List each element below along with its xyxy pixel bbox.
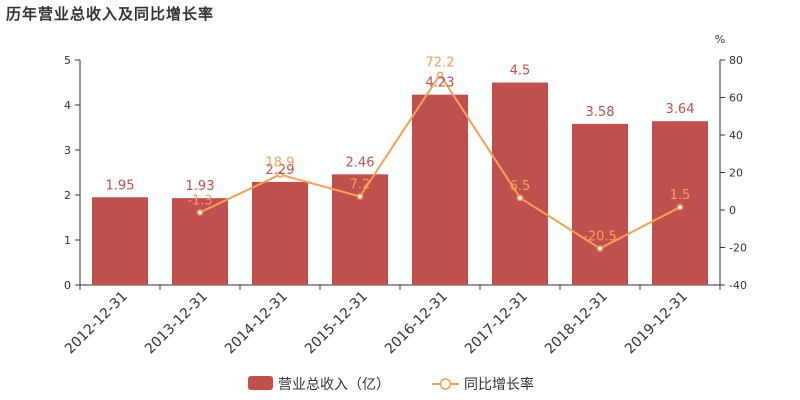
revenue-bar — [652, 121, 708, 285]
x-tick-label: 2014-12-31 — [222, 289, 291, 358]
right-axis-unit: % — [715, 33, 725, 46]
axes: 0 1 2 3 4 5 -40 -20 0 20 40 60 80% 2012-12-31 2013-12-… — [62, 33, 747, 357]
growth-value-label: 6.5 — [510, 179, 531, 194]
right-tick-label: 60 — [729, 92, 743, 105]
legend-label-revenue: 营业总收入（亿） — [278, 377, 390, 393]
legend-swatch-growth-marker — [439, 378, 452, 390]
growth-value-label: 7.2 — [350, 178, 371, 193]
growth-line — [196, 71, 684, 252]
right-tick-label: -40 — [729, 279, 747, 292]
left-tick-label: 4 — [64, 99, 71, 112]
revenue-bar — [412, 94, 468, 286]
growth-point — [356, 193, 364, 200]
growth-point — [276, 171, 284, 178]
growth-point — [676, 203, 684, 211]
bar-value-label: 3.58 — [586, 105, 615, 120]
revenue-bar — [92, 197, 148, 285]
right-tick-label: 40 — [729, 129, 743, 142]
growth-point — [596, 245, 604, 252]
legend: 营业总收入（亿） 同比增长率 — [248, 376, 534, 393]
revenue-bar — [492, 82, 548, 285]
revenue-bar — [252, 181, 308, 285]
bar-value-label: 1.93 — [186, 179, 215, 194]
revenue-bar — [332, 174, 388, 285]
x-tick-label: 2019-12-31 — [622, 289, 691, 358]
bars — [92, 82, 708, 286]
legend-swatch-revenue — [248, 376, 273, 390]
revenue-bar — [572, 123, 628, 286]
bar-value-label: 1.95 — [106, 178, 135, 193]
bar-value-label: 3.64 — [666, 102, 695, 117]
left-tick-label: 1 — [64, 234, 71, 247]
x-tick-label: 2015-12-31 — [302, 289, 371, 358]
growth-value-label: -20.5 — [583, 229, 617, 244]
left-tick-label: 0 — [64, 279, 71, 292]
bar-value-label: 2.29 — [266, 163, 295, 178]
right-tick-label: 0 — [729, 204, 736, 217]
bar-value-label: 2.46 — [346, 155, 375, 170]
growth-value-label: 1.5 — [670, 188, 691, 203]
bar-value-label: 4.23 — [426, 76, 455, 91]
growth-value-label: -1.3 — [187, 193, 212, 208]
growth-point — [436, 71, 444, 78]
growth-value-label: 18.9 — [266, 156, 295, 171]
right-tick-label: -20 — [729, 242, 747, 255]
x-tick-label: 2012-12-31 — [62, 289, 131, 358]
left-tick-label: 5 — [64, 54, 71, 67]
right-tick-label: 20 — [729, 167, 743, 180]
data-labels: 1.95 1.93 2.29 2.46 4.23 4.5 3.58 3.64 -1.3 18.9 7… — [106, 56, 695, 245]
chart-title: 历年营业总收入及同比增长率 — [6, 5, 215, 23]
legend-label-growth: 同比增长率 — [464, 376, 534, 393]
growth-point — [196, 209, 204, 216]
growth-point — [516, 194, 524, 202]
right-tick-label: 80 — [729, 54, 743, 67]
x-tick-label: 2013-12-31 — [142, 289, 211, 358]
bar-value-label: 4.5 — [510, 64, 531, 79]
x-tick-label: 2017-12-31 — [462, 289, 531, 358]
left-tick-label: 3 — [64, 144, 71, 157]
growth-value-label: 72.2 — [426, 56, 455, 71]
x-tick-label: 2016-12-31 — [382, 289, 451, 358]
x-tick-label: 2018-12-31 — [542, 289, 611, 358]
left-tick-label: 2 — [64, 189, 71, 202]
